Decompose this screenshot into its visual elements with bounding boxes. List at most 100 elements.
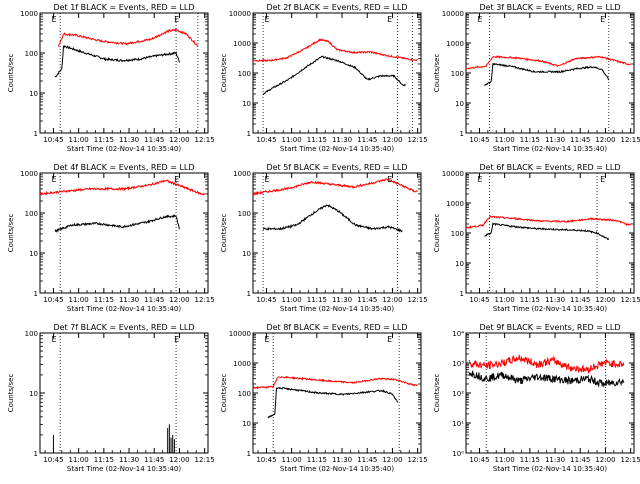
y-tick-label: 1000 — [233, 40, 251, 48]
x-tick-label: 11:15 — [94, 456, 114, 464]
marker-label: E — [174, 175, 179, 184]
y-tick-label: 10 — [29, 90, 38, 98]
y-axis-label: Counts/sec — [220, 374, 228, 413]
x-axis-label: Start Time (02-Nov-14 10:35:40) — [67, 465, 181, 473]
x-tick-label: 12:00 — [382, 296, 402, 304]
x-tick-label: 11:45 — [570, 456, 590, 464]
marker-label: E — [477, 175, 482, 184]
y-tick-label: 10000 — [229, 10, 251, 18]
y-tick-label: 10 — [29, 250, 38, 258]
marker-label: E — [51, 335, 56, 344]
panel-2: Det 2f BLACK = Events, RED = LLD Counts/s… — [220, 3, 428, 153]
x-tick-label: 11:30 — [332, 456, 352, 464]
y-tick-label: 10 — [242, 420, 251, 428]
x-tick-label: 11:00 — [69, 136, 89, 144]
x-tick-label: 11:15 — [307, 136, 327, 144]
x-axis-label: Start Time (02-Nov-14 10:35:40) — [67, 145, 181, 153]
marker-label: E — [264, 15, 269, 24]
events-series-line — [262, 204, 403, 233]
plot-frame — [252, 332, 422, 454]
marker-label: E — [174, 15, 179, 24]
panel-3: Det 3f BLACK = Events, RED = LLD Counts/s… — [433, 3, 640, 153]
marker-label: E — [600, 175, 605, 184]
y-tick-label: 1 — [34, 130, 38, 138]
lld-series-line — [252, 375, 418, 390]
y-tick-label: 10 — [29, 390, 38, 398]
x-tick-label: 11:00 — [69, 456, 89, 464]
y-tick-label: 100 — [451, 70, 464, 78]
marker-label: E — [51, 175, 56, 184]
x-tick-label: 11:45 — [357, 136, 377, 144]
x-tick-label: 11:15 — [520, 296, 540, 304]
x-tick-label: 12:00 — [382, 456, 402, 464]
y-tick-label: 1 — [247, 290, 251, 298]
x-tick-label: 11:30 — [119, 456, 139, 464]
y-tick-label: 1000 — [233, 360, 251, 368]
y-tick-label: 1 — [247, 130, 251, 138]
lld-series-line — [58, 28, 199, 47]
panel-title: Det 8f BLACK = Events, RED = LLD — [266, 323, 407, 332]
y-axis-label: Counts/sec — [433, 54, 441, 93]
y-tick-label: 100 — [238, 70, 251, 78]
x-tick-label: 11:15 — [520, 136, 540, 144]
x-tick-label: 12:00 — [595, 296, 615, 304]
x-tick-label: 11:45 — [570, 296, 590, 304]
marker-label: E — [264, 175, 269, 184]
y-tick-label: 10⁰ — [452, 450, 464, 458]
x-axis-label: Start Time (02-Nov-14 10:35:40) — [493, 465, 607, 473]
y-axis-label: Counts/sec — [433, 374, 441, 413]
y-tick-label: 10000 — [229, 330, 251, 338]
x-tick-label: 11:00 — [69, 296, 89, 304]
x-tick-label: 11:45 — [144, 296, 164, 304]
y-axis-label: Counts/sec — [220, 214, 228, 253]
lld-series-line — [468, 354, 625, 374]
marker-label: E — [387, 15, 392, 24]
x-tick-label: 12:15 — [408, 456, 428, 464]
x-axis-label: Start Time (02-Nov-14 10:35:40) — [493, 305, 607, 313]
panel-title: Det 3f BLACK = Events, RED = LLD — [479, 3, 620, 12]
plot-frame — [465, 332, 635, 454]
x-axis-label: Start Time (02-Nov-14 10:35:40) — [493, 145, 607, 153]
x-tick-label: 10:45 — [469, 136, 489, 144]
panel-1: Det 1f BLACK = Events, RED = LLD Counts/s… — [7, 3, 215, 153]
panel-6: Det 6f BLACK = Events, RED = LLD Counts/s… — [433, 163, 640, 313]
x-tick-label: 11:00 — [495, 456, 515, 464]
lld-series-line — [465, 215, 632, 229]
x-tick-label: 12:15 — [621, 136, 640, 144]
x-tick-label: 12:00 — [169, 136, 189, 144]
events-series-line — [54, 44, 180, 78]
lld-series-line — [252, 38, 418, 63]
y-tick-label: 100 — [25, 210, 38, 218]
panel-8: Det 8f BLACK = Events, RED = LLD Counts/s… — [220, 323, 428, 473]
x-tick-label: 11:30 — [332, 296, 352, 304]
x-tick-label: 11:15 — [307, 456, 327, 464]
x-axis-label: Start Time (02-Nov-14 10:35:40) — [280, 145, 394, 153]
events-series-line — [54, 214, 180, 233]
y-tick-label: 10 — [242, 250, 251, 258]
panel-title: Det 9f BLACK = Events, RED = LLD — [479, 323, 620, 332]
panel-9: Det 9f BLACK = Events, RED = LLD Counts/s… — [433, 323, 640, 473]
x-tick-label: 11:00 — [282, 456, 302, 464]
y-tick-label: 1 — [460, 130, 464, 138]
marker-label: E — [387, 335, 392, 344]
marker-label: E — [174, 335, 179, 344]
y-tick-label: 10 — [455, 260, 464, 268]
y-tick-label: 10000 — [442, 10, 464, 18]
x-tick-label: 11:30 — [545, 136, 565, 144]
x-tick-label: 10:45 — [43, 136, 63, 144]
x-tick-label: 11:15 — [307, 296, 327, 304]
x-tick-label: 10:45 — [256, 136, 276, 144]
x-tick-label: 11:00 — [282, 296, 302, 304]
y-tick-label: 100 — [25, 50, 38, 58]
y-axis-label: Counts/sec — [7, 374, 15, 413]
plot-frame — [39, 172, 209, 294]
marker-label: E — [264, 335, 269, 344]
y-tick-label: 1000 — [233, 170, 251, 178]
x-tick-label: 12:15 — [408, 296, 428, 304]
panel-title: Det 6f BLACK = Events, RED = LLD — [479, 163, 620, 172]
x-tick-label: 11:45 — [570, 136, 590, 144]
marker-label: E — [600, 15, 605, 24]
x-tick-label: 11:30 — [332, 136, 352, 144]
